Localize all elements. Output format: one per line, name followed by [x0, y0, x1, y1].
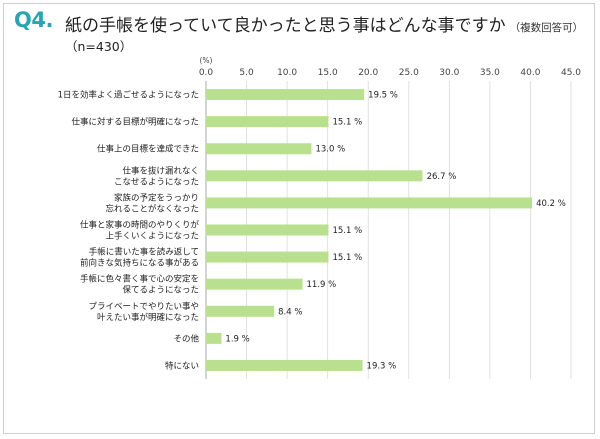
bar — [206, 359, 363, 371]
question-note: （複数回答可） — [509, 22, 584, 34]
category-label: 上手くいくようになった — [105, 231, 199, 242]
unit-label: (%) — [200, 56, 213, 65]
x-tick-label: 45.0 — [561, 68, 581, 78]
question-number: Q4. — [14, 8, 53, 32]
bar — [206, 170, 423, 182]
bar — [206, 116, 329, 128]
bar — [206, 143, 312, 155]
data-label: 1.9 % — [225, 334, 249, 344]
sample-size: （n=430） — [65, 39, 133, 54]
x-tick-label: 30.0 — [439, 68, 459, 78]
category-label: 保てるようになった — [122, 285, 199, 296]
question-title: 紙の手帳を使っていて良かったと思う事はどんな事ですか （複数回答可） — [65, 11, 583, 36]
x-tick-label: 25.0 — [399, 68, 419, 78]
bar — [206, 305, 275, 317]
bar — [206, 197, 533, 209]
category-label: 手帳に色々書く事で心の安定を — [80, 274, 199, 285]
x-tick-label: 15.0 — [318, 68, 338, 78]
category-label: 家族の予定をうっかり — [114, 192, 199, 203]
data-label: 26.7 % — [427, 172, 457, 182]
data-label: 8.4 % — [278, 307, 302, 317]
category-label: 1日を効率よく過ごせるようになった — [58, 90, 199, 101]
data-label: 13.0 % — [315, 145, 345, 155]
category-label: 仕事を抜け漏れなく — [122, 165, 199, 176]
data-label: 15.1 % — [332, 226, 362, 236]
bar — [206, 89, 365, 101]
data-label: 19.5 % — [368, 91, 398, 101]
bar — [206, 224, 329, 236]
x-tick-label: 40.0 — [520, 68, 540, 78]
bar — [206, 278, 303, 290]
x-tick-label: 10.0 — [277, 68, 297, 78]
category-label: プライベートでやりたい事や — [88, 301, 199, 312]
bar — [206, 332, 222, 344]
category-label: 忘れることがなくなった — [105, 203, 199, 214]
data-label: 15.1 % — [332, 253, 362, 263]
category-label: 仕事に対する目標が明確になった — [71, 117, 199, 128]
category-label: 叶えたい事が明確になった — [97, 312, 199, 323]
x-tick-label: 20.0 — [358, 68, 378, 78]
category-label: 手帳に書いた事を読み返して — [89, 247, 199, 258]
x-tick-label: 35.0 — [480, 68, 500, 78]
bar — [206, 251, 329, 263]
chart-frame — [3, 3, 595, 434]
category-label: その他 — [173, 333, 199, 344]
category-label: 特にない — [165, 360, 199, 371]
data-label: 19.3 % — [367, 361, 397, 371]
data-label: 40.2 % — [536, 199, 566, 209]
data-label: 11.9 % — [307, 280, 337, 290]
data-label: 15.1 % — [332, 118, 362, 128]
x-tick-label: 5.0 — [239, 68, 254, 78]
category-label: 前向きな気持ちになる事がある — [80, 258, 199, 269]
category-label: 仕事と家事の時間のやりくりが — [80, 220, 200, 231]
category-label: 仕事上の目標を達成できた — [97, 144, 199, 155]
x-tick-label: 0.0 — [199, 68, 214, 78]
category-label: こなせるようになった — [114, 177, 199, 187]
question-text: 紙の手帳を使っていて良かったと思う事はどんな事ですか — [65, 16, 506, 36]
